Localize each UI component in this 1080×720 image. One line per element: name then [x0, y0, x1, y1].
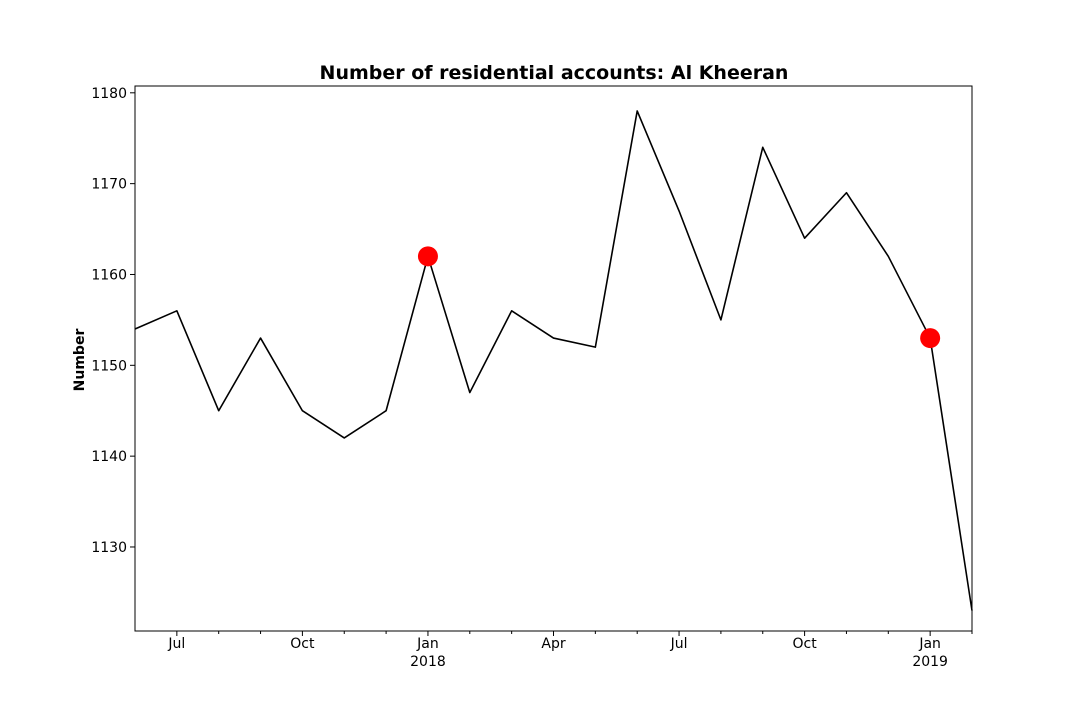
y-tick-label: 1160	[91, 267, 127, 283]
plot-area-frame	[134, 85, 973, 632]
x-tick-year-label: 2019	[912, 654, 948, 670]
y-tick-label: 1180	[91, 86, 127, 102]
x-tick-label: Jan	[416, 636, 439, 652]
y-tick-label: 1130	[91, 540, 127, 556]
x-tick-label: Jul	[167, 636, 185, 652]
x-tick-label: Oct	[792, 636, 817, 652]
chart-title: Number of residential accounts: Al Kheer…	[320, 62, 789, 84]
x-tick-label: Jan	[918, 636, 941, 652]
series-line	[134, 110, 973, 611]
y-tick-label: 1150	[91, 358, 127, 374]
axis-ticks: 1130 1140 1150 1160 1170 1180 Jul Oct Jan 2018 Apr…	[91, 86, 973, 670]
y-tick-label: 1170	[91, 177, 127, 193]
highlight-point	[920, 328, 941, 349]
highlight-point	[417, 246, 438, 267]
series-lines	[134, 110, 973, 611]
x-tick-label: Apr	[541, 636, 565, 652]
x-tick-label: Oct	[290, 636, 315, 652]
y-tick-label: 1140	[91, 449, 127, 465]
highlight-points	[417, 246, 941, 349]
y-axis-label: Number	[72, 329, 88, 392]
x-tick-label: Jul	[670, 636, 688, 652]
x-tick-year-label: 2018	[410, 654, 446, 670]
